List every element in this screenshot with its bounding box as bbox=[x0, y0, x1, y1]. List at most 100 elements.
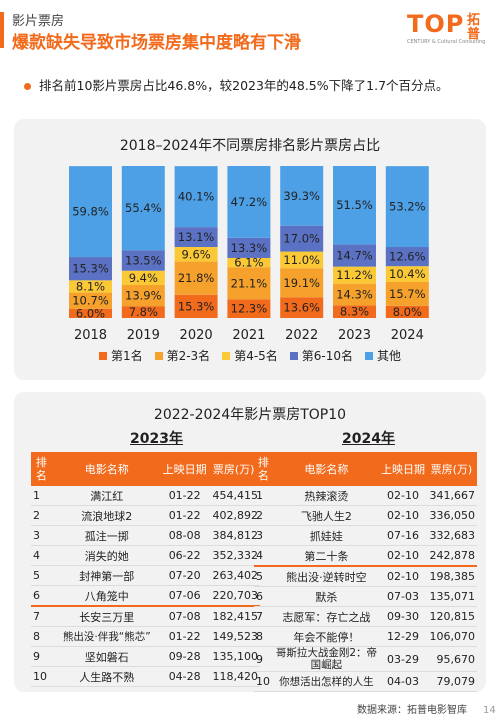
cell-name: 人生路不熟 bbox=[51, 666, 162, 687]
bar-segment-2021-5 bbox=[227, 166, 271, 238]
cell-name: 飞驰人生2 bbox=[272, 505, 381, 526]
bar-segment-2020-5 bbox=[174, 166, 218, 228]
cell-date: 02-10 bbox=[380, 505, 426, 526]
bar-segment-2019-5 bbox=[121, 166, 165, 251]
cell-box: 135,071 bbox=[425, 586, 477, 607]
cell-rank: 9 bbox=[254, 646, 273, 672]
data-label-2022-2: 19.1% bbox=[283, 276, 320, 290]
cell-box: 198,385 bbox=[425, 566, 477, 587]
x-tick-label-2019: 2019 bbox=[127, 328, 160, 343]
cell-rank: 6 bbox=[254, 586, 273, 607]
cell-rank: 7 bbox=[31, 606, 52, 627]
data-label-2021-4: 13.3% bbox=[231, 241, 268, 255]
data-label-2021-5: 47.2% bbox=[231, 195, 268, 209]
cell-rank: 4 bbox=[254, 545, 273, 567]
bar-segment-2023-3 bbox=[333, 266, 376, 284]
year-2024-label: 2024年 bbox=[342, 431, 395, 447]
page-title: 爆款缺失导致市场票房集中度略有下滑 bbox=[12, 33, 301, 53]
legend-swatch-1 bbox=[98, 352, 107, 360]
cell-box: 454,415 bbox=[207, 486, 260, 506]
cell-box: 95,670 bbox=[425, 646, 477, 672]
cell-rank: 3 bbox=[31, 525, 52, 546]
data-label-2023-1: 8.3% bbox=[340, 305, 369, 319]
cell-box: 135,100 bbox=[207, 646, 260, 667]
header-rank: 排名 bbox=[254, 452, 273, 486]
data-label-2022-3: 11.0% bbox=[283, 253, 320, 267]
data-label-2024-4: 12.6% bbox=[389, 250, 426, 264]
cell-date: 07-20 bbox=[161, 565, 208, 586]
bar-segment-2019-2 bbox=[121, 285, 165, 307]
cell-name: 封神第一部 bbox=[51, 565, 162, 586]
cell-name: 长安三万里 bbox=[51, 606, 162, 627]
table-row: 5 封神第一部 07-20 263,402 bbox=[31, 565, 260, 586]
logo-cn: 拓普 bbox=[467, 13, 481, 42]
data-label-2019-1: 7.8% bbox=[129, 305, 158, 319]
logo-subtitle: CENTURY & Cultural Consulting bbox=[407, 39, 486, 45]
cell-rank: 8 bbox=[31, 626, 52, 647]
x-tick-label-2018: 2018 bbox=[74, 328, 107, 343]
bar-segment-2018-1 bbox=[69, 308, 112, 318]
bar-segment-2020-4 bbox=[174, 227, 218, 248]
cell-box: 336,050 bbox=[425, 505, 477, 526]
data-label-2018-2: 10.7% bbox=[72, 294, 109, 308]
table-row: 6 默杀 07-03 135,071 bbox=[254, 586, 477, 607]
header-date: 上映日期 bbox=[161, 452, 208, 486]
cell-date: 01-22 bbox=[161, 486, 208, 506]
legend-item-2: 第2-3名 bbox=[154, 347, 210, 364]
data-source: 数据来源：拓普电影智库 bbox=[357, 705, 467, 716]
data-label-2019-2: 13.9% bbox=[125, 289, 162, 303]
page-header: 影片票房 爆款缺失导致市场票房集中度略有下滑 bbox=[0, 0, 500, 58]
summary-bullet: 排名前10影片票房占比46.8%，较2023年的48.5%下降了1.7个百分点。 bbox=[24, 75, 449, 94]
bar-segment-2022-5 bbox=[280, 166, 324, 226]
data-label-2024-2: 15.7% bbox=[389, 287, 426, 301]
cell-name: 孤注一掷 bbox=[51, 525, 162, 546]
cell-box: 220,703 bbox=[207, 585, 260, 607]
data-label-2021-3: 6.1% bbox=[234, 256, 263, 270]
bar-segment-2024-3 bbox=[385, 266, 429, 282]
data-label-2020-4: 13.1% bbox=[178, 230, 215, 244]
table-row: 8 熊出没·伴我“熊芯” 01-22 149,523 bbox=[31, 626, 260, 647]
data-label-2024-5: 53.2% bbox=[389, 200, 426, 214]
cell-box: 242,878 bbox=[425, 545, 477, 567]
cell-date: 09-28 bbox=[161, 646, 208, 667]
cell-box: 384,812 bbox=[207, 525, 260, 546]
bar-segment-2023-1 bbox=[333, 305, 376, 318]
table-header-row: 排名 电影名称 上映日期 票房(万) bbox=[254, 452, 477, 486]
bar-segment-2018-5 bbox=[69, 166, 112, 258]
table-row: 7 志愿军：存亡之战 09-30 120,815 bbox=[254, 606, 477, 627]
cell-date: 07-06 bbox=[161, 585, 208, 607]
cell-rank: 3 bbox=[254, 525, 273, 546]
cell-box: 332,683 bbox=[425, 525, 477, 546]
cell-date: 06-22 bbox=[161, 545, 208, 566]
cell-date: 03-29 bbox=[380, 646, 426, 672]
data-label-2020-5: 40.1% bbox=[178, 190, 215, 204]
cell-rank: 4 bbox=[31, 545, 52, 566]
cell-rank: 1 bbox=[254, 486, 273, 506]
data-label-2018-3: 8.1% bbox=[76, 279, 105, 293]
bar-segment-2023-5 bbox=[333, 166, 376, 245]
data-label-2022-1: 13.6% bbox=[283, 301, 320, 315]
data-label-2020-1: 15.3% bbox=[178, 299, 215, 313]
legend-swatch-2 bbox=[154, 352, 163, 360]
legend-item-5: 其他 bbox=[365, 347, 401, 364]
data-label-2023-3: 11.2% bbox=[336, 268, 373, 282]
bar-segment-2023-4 bbox=[333, 244, 376, 267]
cell-date: 07-08 bbox=[161, 606, 208, 627]
chart-legend: 第1名 第2-3名 第4-5名 第6-10名 其他 bbox=[14, 347, 486, 364]
legend-item-3: 第4-5名 bbox=[222, 347, 278, 364]
cell-date: 02-10 bbox=[380, 486, 426, 506]
cell-name: 哥斯拉大战金刚2：帝国崛起 bbox=[272, 646, 381, 672]
header-date: 上映日期 bbox=[380, 452, 426, 486]
header-accent-bar bbox=[0, 12, 4, 48]
summary-text: 排名前10影片票房占比46.8%，较2023年的48.5%下降了1.7个百分点。 bbox=[39, 78, 449, 93]
bar-segment-2021-1 bbox=[227, 299, 271, 318]
legend-swatch-4 bbox=[289, 352, 298, 360]
data-label-2023-2: 14.3% bbox=[336, 288, 373, 302]
data-label-2020-3: 9.6% bbox=[181, 247, 210, 261]
bar-segment-2022-4 bbox=[280, 225, 324, 252]
x-tick-label-2021: 2021 bbox=[232, 328, 265, 343]
brand-logo: TOP 拓普 CENTURY & Cultural Consulting bbox=[407, 10, 493, 48]
x-tick-label-2023: 2023 bbox=[338, 328, 371, 343]
bar-segment-2020-2 bbox=[174, 261, 218, 295]
stacked-bar-chart: 6.0%10.7%8.1% 15.3% 59.8% 2018 7.8% 13.9% 9.4%… bbox=[69, 166, 429, 343]
